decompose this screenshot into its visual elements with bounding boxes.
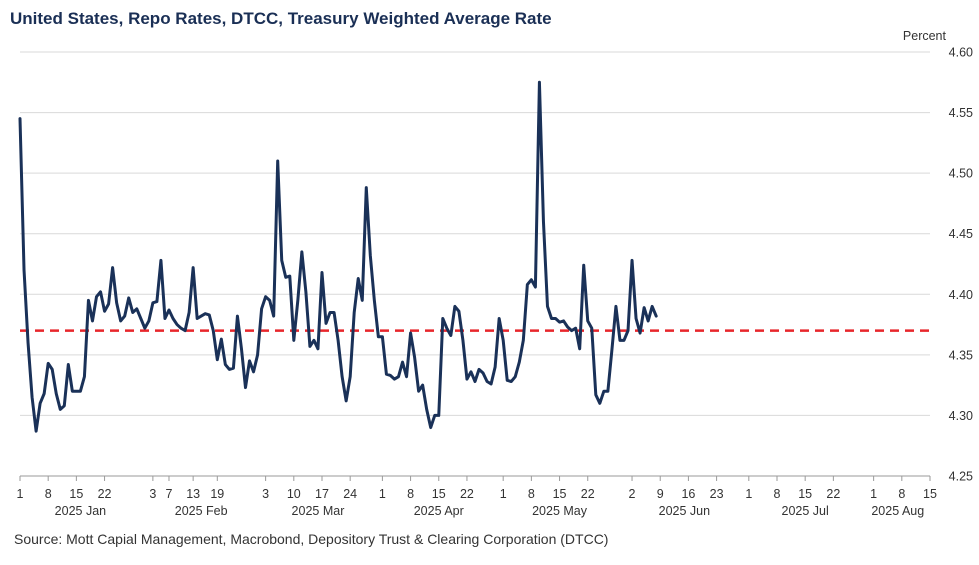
x-tick-label: 15 [432, 487, 446, 501]
x-tick-label: 8 [774, 487, 781, 501]
x-tick-label: 1 [500, 487, 507, 501]
y-tick-label: 4.45 [949, 227, 973, 241]
y-tick-label: 4.40 [949, 288, 973, 302]
x-month-label: 2025 Jun [659, 504, 710, 518]
x-month-label: 2025 Feb [175, 504, 228, 518]
x-tick-label: 22 [460, 487, 474, 501]
gridlines [20, 51, 930, 477]
x-tick-label: 15 [798, 487, 812, 501]
x-tick-label: 22 [581, 487, 595, 501]
x-month-label: 2025 Aug [871, 504, 924, 518]
x-month-label: 2025 Jul [782, 504, 829, 518]
x-tick-label: 9 [657, 487, 664, 501]
x-month-label: 2025 Jan [55, 504, 106, 518]
y-tick-label: 4.60 [949, 46, 973, 60]
x-tick-label: 16 [681, 487, 695, 501]
y-tick-label: 4.30 [949, 409, 973, 423]
y-tick-label: 4.25 [949, 470, 973, 484]
x-tick-label: 8 [45, 487, 52, 501]
x-tick-label: 1 [870, 487, 877, 501]
chart-title: United States, Repo Rates, DTCC, Treasur… [10, 9, 552, 28]
x-tick-label: 8 [528, 487, 535, 501]
x-month-label: 2025 May [532, 504, 588, 518]
x-month-label: 2025 Apr [414, 504, 464, 518]
y-axis-unit-label: Percent [903, 29, 947, 43]
x-tick-label: 15 [553, 487, 567, 501]
x-tick-label: 23 [710, 487, 724, 501]
x-tick-label: 17 [315, 487, 329, 501]
axes [19, 475, 931, 481]
chart-source: Source: Mott Capial Management, Macrobon… [14, 531, 609, 547]
x-tick-label: 1 [745, 487, 752, 501]
x-tick-label: 8 [898, 487, 905, 501]
x-tick-label: 1 [17, 487, 24, 501]
x-month-label: 2025 Mar [292, 504, 345, 518]
x-tick-label: 8 [407, 487, 414, 501]
x-tick-label: 15 [923, 487, 937, 501]
y-tick-label: 4.55 [949, 106, 973, 120]
x-tick-label: 13 [186, 487, 200, 501]
x-tick-label: 1 [379, 487, 386, 501]
y-tick-label: 4.35 [949, 348, 973, 362]
x-tick-label: 24 [343, 487, 357, 501]
x-tick-label: 3 [262, 487, 269, 501]
tick-labels: 4.60 4.55 4.50 4.45 4.40 4.35 4.30 4.25 Percent 1… [17, 29, 974, 518]
x-tick-label: 10 [287, 487, 301, 501]
series-layer [18, 80, 658, 433]
y-tick-label: 4.50 [949, 167, 973, 181]
x-tick-label: 22 [98, 487, 112, 501]
x-tick-label: 15 [69, 487, 83, 501]
x-tick-label: 19 [210, 487, 224, 501]
x-tick-label: 7 [166, 487, 173, 501]
x-tick-label: 2 [629, 487, 636, 501]
series-line [18, 80, 658, 433]
x-tick-label: 3 [149, 487, 156, 501]
x-tick-label: 22 [826, 487, 840, 501]
